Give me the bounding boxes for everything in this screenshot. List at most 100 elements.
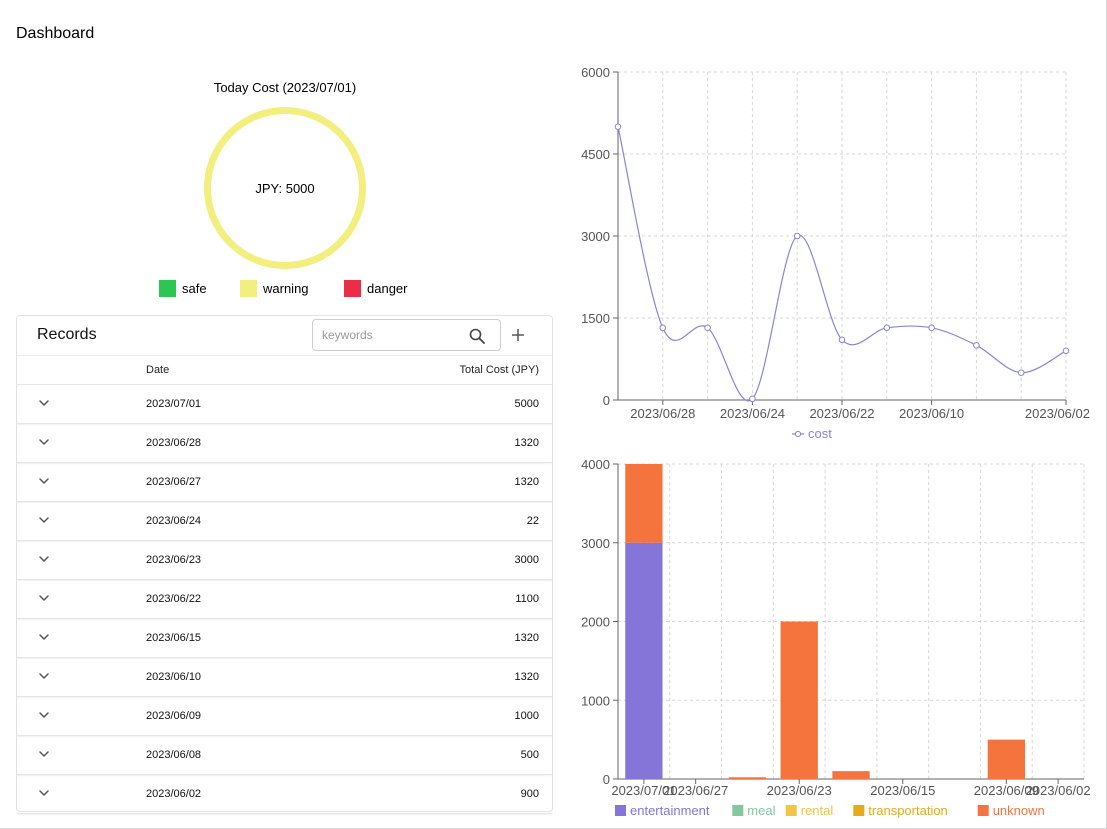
legend-label-meal: meal — [747, 803, 775, 818]
row-date: 2023/06/24 — [146, 515, 202, 527]
row-total-cost: 1320 — [514, 671, 539, 683]
column-header-date[interactable]: Date — [146, 364, 170, 376]
y-tick-label: 4000 — [581, 457, 610, 472]
table-header: Date Total Cost (JPY) — [17, 356, 552, 385]
warning-swatch — [240, 280, 257, 297]
row-total-cost: 1320 — [514, 632, 539, 644]
row-date: 2023/06/22 — [146, 593, 202, 605]
legend-safe-label: safe — [182, 281, 207, 296]
row-total-cost: 500 — [520, 749, 539, 761]
cost-point — [749, 395, 756, 403]
table-row[interactable]: 2023/06/02 900 — [17, 775, 552, 814]
records-title: Records — [37, 326, 97, 343]
table-row[interactable]: 2023/06/27 1320 — [17, 463, 552, 502]
records-header: Records — [17, 316, 552, 356]
x-tick-label: 2023/06/10 — [899, 406, 964, 421]
records-panel: Records Date Total Cost (JPY) 2023/07/01… — [16, 315, 553, 814]
chevron-down-icon[interactable] — [37, 669, 51, 683]
today-cost-gauge-ring — [204, 107, 366, 269]
legend-swatch-rental — [785, 805, 797, 816]
chevron-down-icon[interactable] — [37, 747, 51, 761]
table-row[interactable]: 2023/06/10 1320 — [17, 658, 552, 697]
cost-point — [659, 324, 667, 332]
chevron-down-icon[interactable] — [37, 786, 51, 800]
bar-unknown — [987, 739, 1025, 779]
bar-unknown — [780, 621, 818, 779]
x-tick-label: 2023/06/22 — [809, 406, 874, 421]
legend-danger-label: danger — [367, 281, 408, 296]
cost-point — [838, 336, 846, 344]
chevron-down-icon[interactable] — [37, 708, 51, 722]
row-date: 2023/06/27 — [146, 476, 202, 488]
row-date: 2023/06/28 — [146, 437, 202, 449]
x-tick-label: 2023/06/23 — [767, 783, 832, 798]
y-tick-label: 0 — [603, 393, 610, 408]
search-icon[interactable] — [468, 327, 486, 345]
legend-warning-label: warning — [263, 281, 309, 296]
chevron-down-icon[interactable] — [37, 435, 51, 449]
search-box — [312, 319, 501, 351]
plus-icon — [512, 329, 524, 341]
table-row[interactable]: 2023/06/15 1320 — [17, 619, 552, 658]
chevron-down-icon[interactable] — [37, 396, 51, 410]
cost-point — [883, 324, 891, 332]
y-tick-label: 6000 — [581, 65, 610, 80]
chevron-down-icon[interactable] — [37, 513, 51, 527]
cost-line-chart: 0 1500 3000 4500 6000 2023/06/28 2023/06/24 202… — [581, 65, 1090, 441]
legend-swatch-unknown — [977, 805, 989, 816]
y-tick-label: 3000 — [581, 229, 610, 244]
cost-point — [1017, 369, 1025, 376]
x-tick-label: 2023/07/01 — [611, 783, 676, 798]
bar-unknown — [832, 771, 870, 779]
chevron-down-icon[interactable] — [37, 591, 51, 605]
row-total-cost: 1320 — [514, 476, 539, 488]
x-tick-label: 2023/06/02 — [1026, 783, 1091, 798]
y-tick-label: 1000 — [581, 693, 610, 708]
row-total-cost: 1320 — [514, 437, 539, 449]
cost-point — [614, 123, 622, 130]
row-total-cost: 22 — [526, 515, 539, 527]
column-header-total-cost[interactable]: Total Cost (JPY) — [459, 364, 539, 376]
row-total-cost: 5000 — [514, 398, 539, 410]
cost-point — [1062, 347, 1070, 355]
table-row[interactable]: 2023/06/28 1320 — [17, 424, 552, 463]
bar-unknown — [728, 777, 767, 779]
cost-point — [973, 342, 980, 349]
row-total-cost: 3000 — [514, 554, 539, 566]
table-row[interactable]: 2023/06/22 1100 — [17, 580, 552, 619]
table-row[interactable]: 2023/06/23 3000 — [17, 541, 552, 580]
y-tick-label: 1500 — [581, 311, 610, 326]
today-cost-title: Today Cost (2023/07/01) — [213, 80, 357, 95]
legend-label-unknown: unknown — [993, 803, 1045, 818]
row-date: 2023/06/23 — [146, 554, 202, 566]
row-date: 2023/07/01 — [146, 398, 202, 410]
chevron-down-icon[interactable] — [37, 474, 51, 488]
search-input[interactable] — [322, 328, 462, 342]
add-record-button[interactable] — [507, 322, 529, 348]
table-row[interactable]: 2023/07/01 5000 — [17, 385, 552, 424]
table-row[interactable]: 2023/06/09 1000 — [17, 697, 552, 736]
row-date: 2023/06/15 — [146, 632, 202, 644]
danger-swatch — [344, 280, 361, 297]
table-row[interactable]: 2023/06/08 500 — [17, 736, 552, 775]
cost-line — [617, 126, 1067, 402]
row-date: 2023/06/09 — [146, 710, 202, 722]
legend-label-entertainment: entertainment — [630, 803, 710, 818]
legend-danger: danger — [344, 280, 407, 297]
legend-label-transportation: transportation — [868, 803, 948, 818]
legend-safe: safe — [159, 280, 207, 297]
y-tick-label: 4500 — [581, 147, 610, 162]
y-tick-label: 3000 — [581, 536, 610, 551]
page-title: Dashboard — [16, 25, 95, 42]
x-tick-label: 2023/06/09 — [974, 783, 1039, 798]
y-tick-label: 2000 — [581, 615, 610, 630]
x-tick-label: 2023/06/24 — [720, 406, 785, 421]
today-cost-value: JPY: 5000 — [255, 181, 315, 196]
chevron-down-icon[interactable] — [37, 552, 51, 566]
chevron-down-icon[interactable] — [37, 630, 51, 644]
row-date: 2023/06/10 — [146, 671, 202, 683]
x-tick-label: 2023/06/28 — [630, 406, 695, 421]
table-row[interactable]: 2023/06/24 22 — [17, 502, 552, 541]
x-tick-label: 2023/06/27 — [663, 783, 728, 798]
